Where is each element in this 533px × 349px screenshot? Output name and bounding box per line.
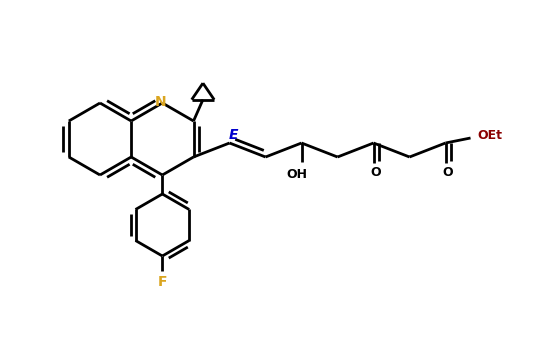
Text: O: O <box>371 166 381 179</box>
Text: E: E <box>229 128 238 142</box>
Text: OEt: OEt <box>477 129 502 142</box>
Text: O: O <box>443 166 454 179</box>
Text: N: N <box>155 95 167 109</box>
Text: OH: OH <box>286 168 307 180</box>
Text: F: F <box>158 275 167 289</box>
